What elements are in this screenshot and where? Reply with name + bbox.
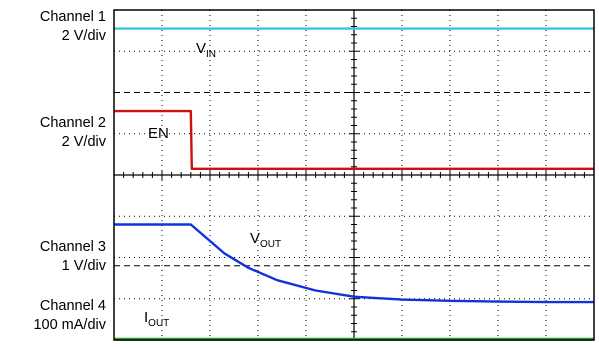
signal-label-vout: VOUT [250, 230, 281, 250]
signal-label-iout: IOUT [144, 309, 169, 329]
plot-frame [113, 9, 595, 341]
channel-2-name: Channel 2 [39, 115, 106, 131]
channel-3-name: Channel 3 [39, 239, 106, 255]
channel-1-name: Channel 1 [39, 9, 106, 25]
trace-en [114, 109, 594, 171]
channel-2-label: Channel 2 2 V/div [0, 114, 106, 152]
channel-1-scale: 2 V/div [61, 28, 106, 44]
traces [114, 27, 594, 341]
signal-labels: VIN EN VOUT IOUT [144, 40, 281, 329]
channel-3-scale: 1 V/div [61, 258, 106, 274]
channel-4-name: Channel 4 [39, 298, 106, 314]
signal-label-en: EN [148, 125, 169, 142]
channel-3-label: Channel 3 1 V/div [0, 238, 106, 276]
channel-1-label: Channel 1 2 V/div [0, 8, 106, 46]
signal-label-vin: VIN [196, 40, 216, 60]
trace-vout [114, 223, 594, 304]
grid [113, 9, 595, 341]
channel-4-label: Channel 4 100 mA/div [0, 297, 106, 335]
channel-2-scale: 2 V/div [61, 134, 106, 150]
channel-4-scale: 100 mA/div [33, 317, 106, 333]
